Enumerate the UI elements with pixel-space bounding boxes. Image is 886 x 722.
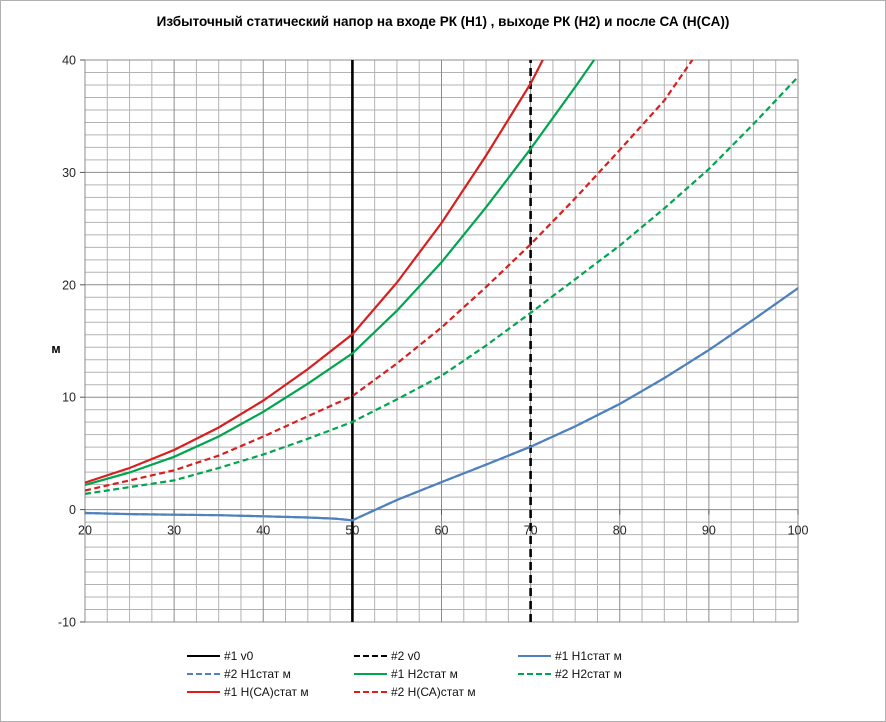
series-line-hca-2 bbox=[85, 60, 694, 492]
x-tick-label-80: 80 bbox=[613, 524, 627, 538]
legend-line-sample-v0-1 bbox=[187, 655, 220, 657]
y-tick-label-10: 10 bbox=[62, 391, 76, 405]
legend-item-h2-1: #1 Н2стат м bbox=[354, 665, 518, 683]
legend-item-h2-2: #2 Н2стат м bbox=[518, 665, 748, 683]
x-tick-label-30: 30 bbox=[167, 524, 181, 538]
legend-line-sample-hca-1 bbox=[187, 691, 220, 693]
series-line-h2-2 bbox=[85, 76, 798, 495]
legend-line-sample-h2-1 bbox=[354, 673, 387, 675]
legend-line-sample-h2-2 bbox=[518, 673, 551, 675]
axis-ticks bbox=[80, 59, 799, 623]
legend-item-hca-1: #1 Н(СА)стат м bbox=[187, 683, 354, 701]
legend-label-h1-2: #2 Н1стат м bbox=[224, 667, 291, 681]
x-tick-label-40: 40 bbox=[256, 524, 270, 538]
x-tick-label-70: 70 bbox=[524, 524, 538, 538]
series-line-hca-1 bbox=[85, 60, 544, 484]
series-line-h1-1 bbox=[85, 287, 798, 522]
y-tick-label-20: 20 bbox=[62, 278, 76, 292]
legend-label-h2-1: #1 Н2стат м bbox=[391, 667, 458, 681]
series-line-h2-1 bbox=[85, 60, 596, 486]
legend-item-v0-1: #1 v0 bbox=[187, 647, 354, 665]
y-axis-title: м bbox=[51, 342, 60, 356]
legend-line-sample-h1-2 bbox=[187, 673, 220, 675]
legend-item-hca-2: #2 Н(СА)стат м bbox=[354, 683, 518, 701]
x-tick-label-20: 20 bbox=[78, 524, 92, 538]
legend-label-h2-2: #2 Н2стат м bbox=[555, 667, 622, 681]
legend-label-v0-1: #1 v0 bbox=[224, 649, 254, 663]
y-tick-label-30: 30 bbox=[62, 166, 76, 180]
legend-line-sample-hca-2 bbox=[354, 691, 387, 693]
x-tick-label-90: 90 bbox=[702, 524, 716, 538]
legend-item-h1-1: #1 Н1стат м bbox=[518, 647, 748, 665]
y-tick-label-0: 0 bbox=[69, 503, 76, 517]
legend-line-sample-h1-1 bbox=[518, 655, 551, 657]
grid-major bbox=[84, 59, 799, 623]
y-tick-label--10: -10 bbox=[58, 616, 76, 630]
plot-border bbox=[84, 59, 799, 623]
x-tick-label-100: 100 bbox=[788, 524, 809, 538]
y-tick-label-40: 40 bbox=[62, 54, 76, 68]
legend-line-sample-v0-2 bbox=[354, 655, 387, 657]
legend-label-h1-1: #1 Н1стат м bbox=[555, 649, 622, 663]
legend-item-v0-2: #2 v0 bbox=[354, 647, 518, 665]
legend-label-v0-2: #2 v0 bbox=[391, 649, 421, 663]
legend-label-hca-1: #1 Н(СА)стат м bbox=[224, 685, 309, 699]
series-lines bbox=[85, 60, 798, 622]
legend-label-hca-2: #2 Н(СА)стат м bbox=[391, 685, 476, 699]
chart-title: Избыточный статический напор на входе РК… bbox=[156, 14, 730, 29]
legend-item-h1-2: #2 Н1стат м bbox=[187, 665, 354, 683]
legend: #1 v0 #2 v0 #1 Н1стат м #2 Н1стат м #1 Н2ста… bbox=[187, 647, 748, 701]
x-tick-label-50: 50 bbox=[345, 524, 359, 538]
x-tick-label-60: 60 bbox=[435, 524, 449, 538]
x-axis-tick-labels: 20 30 40 50 60 70 80 90 100 bbox=[78, 524, 808, 538]
y-axis-tick-labels: -10 0 10 20 30 40 bbox=[58, 54, 76, 630]
